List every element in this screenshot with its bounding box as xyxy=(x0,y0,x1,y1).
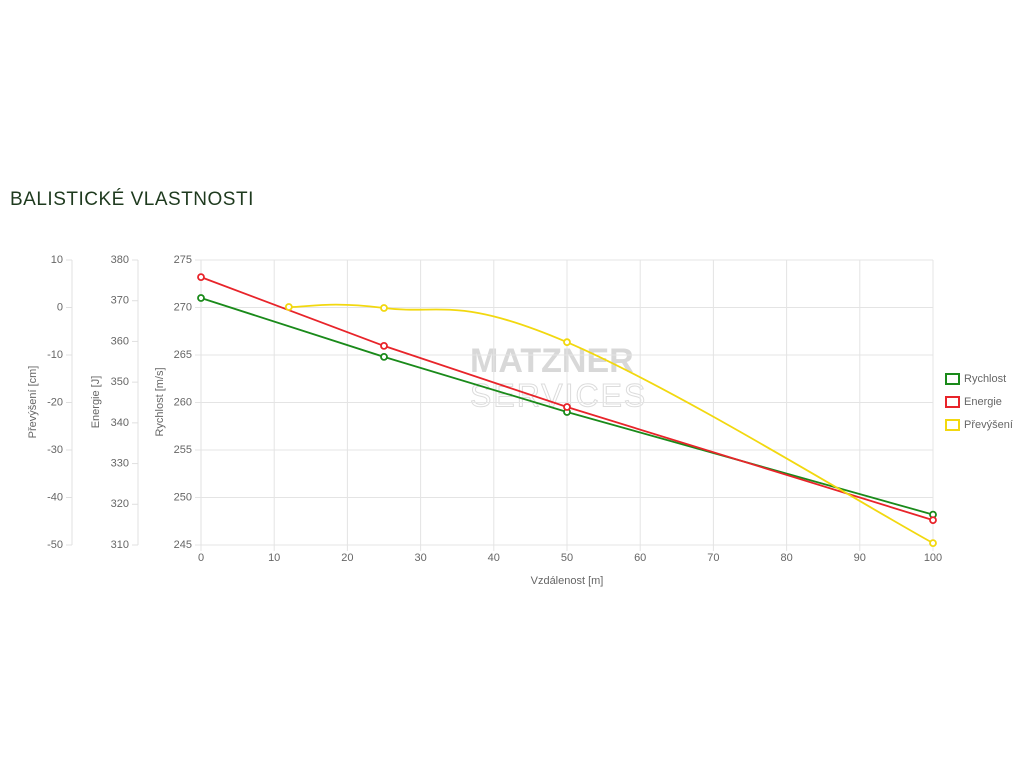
legend-swatch xyxy=(945,373,960,385)
y-tick-label: 270 xyxy=(174,301,192,313)
y2-tick-label: 350 xyxy=(111,376,129,388)
data-point xyxy=(563,338,571,347)
y-tick-label: 255 xyxy=(174,444,192,456)
data-point xyxy=(284,303,293,311)
legend-label: Energie xyxy=(964,396,1002,408)
y-axis-title: Rychlost [m/s] xyxy=(154,367,166,436)
legend-label: Převýšení xyxy=(964,419,1013,431)
data-point xyxy=(563,403,571,411)
series-line xyxy=(288,303,934,544)
y3-tick-label: -30 xyxy=(47,444,63,456)
y3-tick-label: 0 xyxy=(57,301,63,313)
y-tick-label: 260 xyxy=(174,396,192,408)
y2-tick-label: 330 xyxy=(111,457,129,469)
y-tick-label: 275 xyxy=(174,254,192,266)
legend-label: Rychlost xyxy=(964,373,1006,385)
legend-swatch xyxy=(945,419,960,431)
y3-tick-label: -20 xyxy=(47,396,63,408)
x-tick-label: 100 xyxy=(924,552,942,564)
x-tick-label: 50 xyxy=(561,552,573,564)
x-tick-label: 90 xyxy=(854,552,866,564)
y-tick-label: 245 xyxy=(174,539,192,551)
y3-tick-label: -40 xyxy=(47,491,63,503)
y3-tick-label: 10 xyxy=(51,254,63,266)
y3-axis-title: Převýšení [cm] xyxy=(27,366,39,439)
data-point xyxy=(929,539,937,547)
x-tick-label: 20 xyxy=(341,552,353,564)
data-point xyxy=(197,273,205,282)
y2-tick-label: 310 xyxy=(111,539,129,551)
x-tick-label: 40 xyxy=(488,552,500,564)
y2-axis-title: Energie [J] xyxy=(90,376,102,429)
y2-tick-label: 340 xyxy=(111,417,129,429)
data-point xyxy=(380,352,388,361)
y-tick-label: 265 xyxy=(174,349,192,361)
chart-title: BALISTICKÉ VLASTNOSTI xyxy=(10,189,254,210)
data-point xyxy=(197,294,205,302)
x-tick-label: 10 xyxy=(268,552,280,564)
x-tick-label: 70 xyxy=(707,552,719,564)
data-point xyxy=(929,516,937,525)
watermark: SERVICES xyxy=(470,377,647,413)
y-tick-label: 250 xyxy=(174,491,192,503)
y2-tick-label: 380 xyxy=(111,254,129,266)
legend-swatch xyxy=(945,396,960,408)
y2-tick-label: 370 xyxy=(111,295,129,307)
series-line xyxy=(200,276,934,522)
x-axis-title: Vzdálenost [m] xyxy=(531,575,604,587)
x-tick-label: 30 xyxy=(414,552,426,564)
data-point xyxy=(380,342,388,350)
x-tick-label: 0 xyxy=(198,552,204,564)
y2-tick-label: 320 xyxy=(111,498,129,510)
y3-tick-label: -50 xyxy=(47,539,63,551)
data-point xyxy=(380,304,388,312)
x-tick-label: 80 xyxy=(780,552,792,564)
y2-tick-label: 360 xyxy=(111,335,129,347)
x-tick-label: 60 xyxy=(634,552,646,564)
y3-tick-label: -10 xyxy=(47,349,63,361)
